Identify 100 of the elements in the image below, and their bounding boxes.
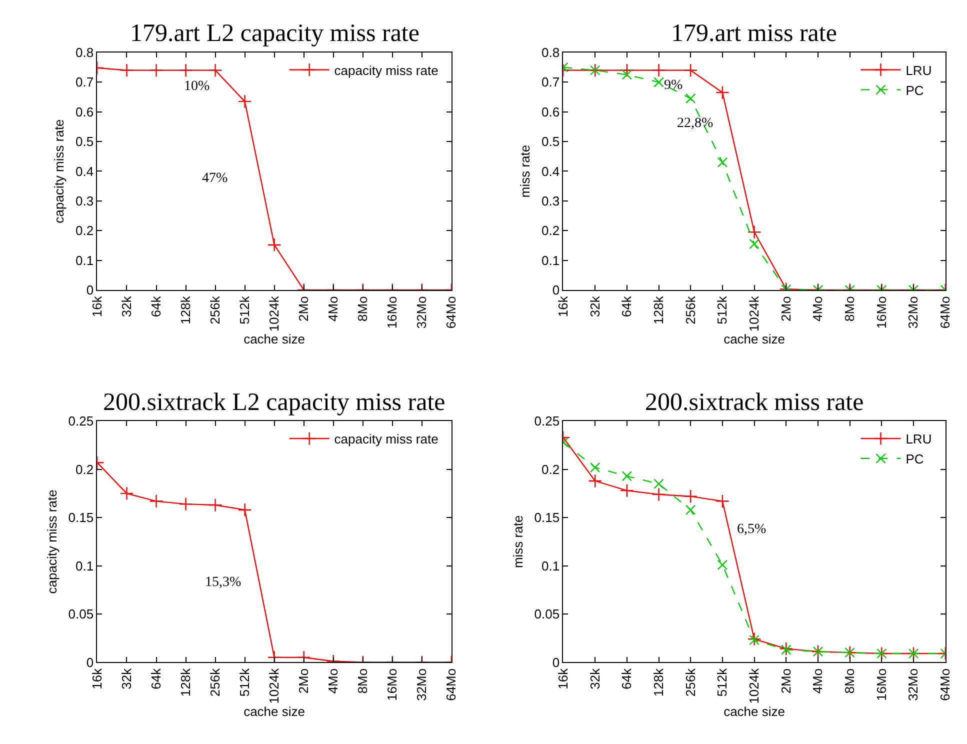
x-tick-label: 8Mo xyxy=(842,296,858,322)
x-tick-label: 32Mo xyxy=(414,296,430,329)
y-tick-label: 0 xyxy=(552,282,560,298)
annotation: 10% xyxy=(184,79,210,94)
x-tick-label: 4Mo xyxy=(810,296,826,322)
y-tick-label: 0.2 xyxy=(76,462,94,477)
x-tick-label: 32k xyxy=(587,296,602,318)
x-tick-label: 32k xyxy=(118,668,134,690)
y-tick-label: 0.7 xyxy=(542,74,560,90)
legend-label: capacity miss rate xyxy=(334,432,438,447)
y-axis-title: capacity miss rate xyxy=(51,119,66,224)
y-tick-label: 0 xyxy=(86,654,94,670)
x-axis-title: cache size xyxy=(724,704,785,719)
y-tick-label: 0.05 xyxy=(68,606,94,622)
x-tick-label: 512k xyxy=(714,296,730,324)
chart-title: 179.art miss rate xyxy=(671,20,837,47)
y-tick-label: 0.6 xyxy=(542,104,560,120)
chart-title: 179.art L2 capacity miss rate xyxy=(130,20,420,47)
y-tick-label: 0.1 xyxy=(76,252,94,268)
y-tick-label: 0.15 xyxy=(68,510,94,526)
x-tick-label: 128k xyxy=(650,296,666,324)
x-axis-title: cache size xyxy=(724,332,785,347)
x-tick-label: 128k xyxy=(178,668,193,697)
y-axis-title: miss rate xyxy=(510,515,526,568)
y-tick-label: 0.6 xyxy=(76,104,94,120)
chart-title: 200.sixtrack L2 capacity miss rate xyxy=(103,389,446,416)
annotation: 9% xyxy=(664,78,683,93)
x-tick-label: 4Mo xyxy=(326,668,341,694)
x-tick-label: 4Mo xyxy=(810,668,826,694)
legend-label: LRU xyxy=(906,432,932,447)
x-tick-label: 64Mo xyxy=(444,296,459,329)
y-axis-title: capacity miss rate xyxy=(44,490,60,594)
x-tick-label: 128k xyxy=(650,668,666,697)
y-tick-label: 0.3 xyxy=(542,193,560,208)
x-tick-label: 32Mo xyxy=(906,668,921,701)
x-tick-label: 64k xyxy=(619,296,634,318)
legend-label: PC xyxy=(906,82,924,98)
x-tick-label: 16k xyxy=(89,296,104,318)
x-tick-label: 64Mo xyxy=(444,668,459,701)
y-tick-label: 0.1 xyxy=(76,558,94,574)
x-tick-label: 32Mo xyxy=(414,668,430,701)
x-tick-label: 4Mo xyxy=(326,296,341,322)
x-tick-label: 64k xyxy=(148,668,164,690)
y-tick-label: 0 xyxy=(552,654,560,670)
x-tick-label: 32k xyxy=(587,668,602,690)
y-tick-label: 0.5 xyxy=(76,134,94,150)
x-tick-label: 64k xyxy=(148,296,164,318)
x-tick-label: 2Mo xyxy=(296,296,312,322)
x-axis-title: cache size xyxy=(244,332,306,347)
x-tick-label: 16k xyxy=(89,668,104,690)
y-axis-title: miss rate xyxy=(517,144,532,198)
y-tick-label: 0.1 xyxy=(542,252,560,268)
x-tick-label: 1024k xyxy=(746,296,762,332)
y-tick-label: 0.3 xyxy=(76,193,94,208)
x-tick-label: 256k xyxy=(207,296,222,324)
x-tick-label: 256k xyxy=(682,668,698,697)
x-tick-label: 2Mo xyxy=(296,668,312,694)
annotation: 15,3% xyxy=(205,575,242,590)
x-tick-label: 1024k xyxy=(266,668,282,704)
y-tick-label: 0.25 xyxy=(68,414,94,429)
x-tick-label: 2Mo xyxy=(778,668,794,694)
y-tick-label: 0.2 xyxy=(76,223,94,238)
legend-label: PC xyxy=(906,451,924,466)
x-tick-label: 16k xyxy=(555,296,570,318)
x-tick-label: 32k xyxy=(118,296,134,318)
x-tick-label: 1024k xyxy=(266,296,282,332)
y-tick-label: 0.7 xyxy=(76,74,94,90)
y-tick-label: 0.2 xyxy=(542,223,560,238)
y-tick-label: 0.5 xyxy=(542,134,560,150)
chart-title: 200.sixtrack miss rate xyxy=(645,389,864,416)
x-tick-label: 8Mo xyxy=(842,668,858,694)
x-tick-label: 256k xyxy=(682,296,698,324)
y-tick-label: 0.4 xyxy=(542,164,560,179)
x-tick-label: 1024k xyxy=(746,668,762,704)
y-tick-label: 0.05 xyxy=(534,606,560,622)
x-tick-label: 16Mo xyxy=(384,296,400,329)
y-tick-label: 0.2 xyxy=(542,462,560,477)
x-tick-label: 16Mo xyxy=(384,668,400,701)
y-tick-label: 0 xyxy=(86,282,94,298)
y-tick-label: 0.8 xyxy=(76,45,94,60)
annotation: 47% xyxy=(202,171,228,186)
annotation: 22,8% xyxy=(677,116,714,131)
x-tick-label: 8Mo xyxy=(355,668,370,694)
x-tick-label: 512k xyxy=(714,668,730,697)
x-tick-label: 64k xyxy=(619,668,634,690)
x-tick-label: 512k xyxy=(237,296,252,324)
legend-label: LRU xyxy=(906,62,932,78)
x-tick-label: 512k xyxy=(237,668,252,697)
x-tick-label: 128k xyxy=(178,296,193,324)
y-tick-label: 0.15 xyxy=(534,510,560,526)
x-tick-label: 2Mo xyxy=(778,296,794,322)
legend-label: capacity miss rate xyxy=(334,62,438,78)
x-tick-label: 64Mo xyxy=(938,296,953,329)
y-tick-label: 0.4 xyxy=(76,164,94,179)
x-tick-label: 16k xyxy=(555,668,570,690)
y-tick-label: 0.8 xyxy=(542,45,560,60)
y-tick-label: 0.25 xyxy=(534,414,560,429)
x-tick-label: 16Mo xyxy=(874,296,889,329)
x-tick-label: 16Mo xyxy=(874,668,889,701)
x-tick-label: 8Mo xyxy=(355,296,370,322)
